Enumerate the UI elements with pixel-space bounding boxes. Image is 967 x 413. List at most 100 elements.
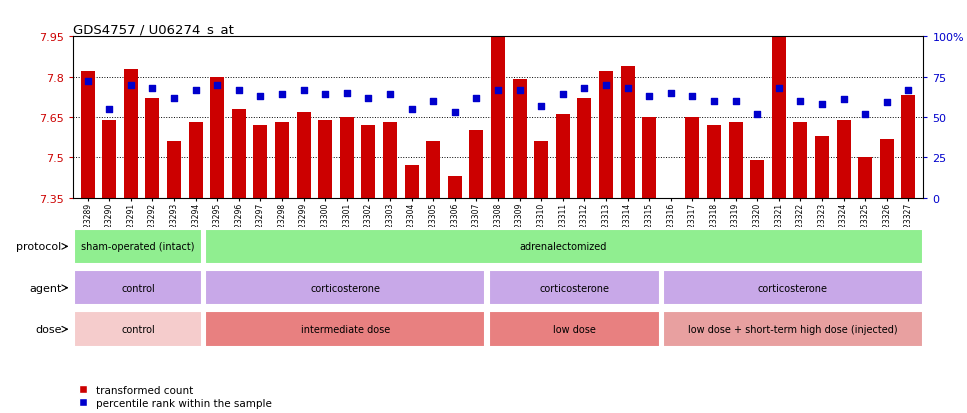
Point	[317, 92, 333, 98]
Text: corticosterone: corticosterone	[540, 283, 609, 293]
Point	[231, 87, 247, 94]
Bar	[145, 99, 160, 198]
Legend: transformed count, percentile rank within the sample: transformed count, percentile rank withi…	[77, 385, 273, 408]
Point	[555, 92, 571, 98]
Bar	[205, 312, 485, 347]
Point	[814, 102, 830, 108]
Point	[425, 98, 441, 105]
Bar	[210, 78, 224, 198]
Text: control: control	[121, 283, 155, 293]
Text: GDS4757 / U06274_s_at: GDS4757 / U06274_s_at	[73, 23, 233, 36]
Bar	[772, 37, 786, 198]
Point	[382, 92, 397, 98]
Text: intermediate dose: intermediate dose	[301, 324, 390, 335]
Bar	[404, 166, 419, 198]
Point	[80, 79, 96, 85]
Point	[252, 93, 268, 100]
Bar	[124, 69, 138, 198]
Bar	[232, 110, 246, 198]
Bar	[534, 142, 548, 198]
Bar	[728, 123, 743, 198]
Bar	[880, 139, 894, 198]
Bar	[167, 142, 181, 198]
Point	[663, 90, 679, 97]
Bar	[253, 126, 268, 198]
Bar	[189, 123, 203, 198]
Bar	[275, 123, 289, 198]
Bar	[103, 121, 116, 198]
Text: corticosterone: corticosterone	[757, 283, 828, 293]
Bar	[491, 37, 505, 198]
Text: control: control	[121, 324, 155, 335]
Point	[490, 87, 506, 94]
Point	[361, 95, 376, 102]
Point	[145, 85, 161, 92]
Point	[296, 87, 311, 94]
Point	[771, 85, 786, 92]
Point	[102, 106, 117, 113]
Point	[576, 85, 592, 92]
Bar	[663, 198, 678, 222]
Text: low dose: low dose	[553, 324, 596, 335]
Point	[123, 82, 138, 89]
Bar	[577, 99, 592, 198]
Bar	[663, 312, 923, 347]
Point	[404, 106, 420, 113]
Bar	[707, 126, 721, 198]
Text: protocol: protocol	[16, 242, 62, 252]
Point	[749, 111, 765, 118]
Bar	[489, 271, 659, 306]
Point	[599, 82, 614, 89]
Bar	[426, 142, 440, 198]
Point	[339, 90, 355, 97]
Point	[879, 100, 894, 107]
Point	[534, 103, 549, 110]
Bar	[339, 118, 354, 198]
Bar	[489, 312, 659, 347]
Point	[469, 95, 484, 102]
Point	[166, 95, 182, 102]
Text: agent: agent	[29, 283, 62, 293]
Bar	[793, 123, 807, 198]
Bar	[297, 112, 310, 198]
Bar	[80, 72, 95, 198]
Point	[447, 109, 462, 116]
Bar	[642, 118, 657, 198]
Point	[275, 92, 290, 98]
Point	[900, 87, 916, 94]
Bar	[621, 67, 634, 198]
Bar	[205, 271, 485, 306]
Bar	[815, 136, 829, 198]
Point	[188, 87, 203, 94]
Bar	[513, 80, 527, 198]
Bar	[836, 121, 851, 198]
Text: corticosterone: corticosterone	[310, 283, 380, 293]
Bar	[599, 72, 613, 198]
Text: low dose + short-term high dose (injected): low dose + short-term high dose (injecte…	[688, 324, 897, 335]
Bar	[858, 158, 872, 198]
Bar	[469, 131, 484, 198]
Bar	[556, 115, 570, 198]
Text: dose: dose	[35, 324, 62, 335]
Point	[858, 111, 873, 118]
Point	[210, 82, 225, 89]
Bar	[901, 96, 916, 198]
Bar	[74, 271, 202, 306]
Bar	[448, 177, 462, 198]
Bar	[362, 126, 375, 198]
Text: adrenalectomized: adrenalectomized	[520, 242, 607, 252]
Bar	[383, 123, 397, 198]
Bar	[663, 271, 923, 306]
Point	[641, 93, 657, 100]
Bar	[205, 229, 923, 264]
Bar	[74, 312, 202, 347]
Point	[685, 93, 700, 100]
Point	[835, 97, 851, 103]
Bar	[750, 161, 764, 198]
Text: sham-operated (intact): sham-operated (intact)	[81, 242, 194, 252]
Point	[728, 98, 744, 105]
Point	[512, 87, 527, 94]
Bar	[318, 121, 333, 198]
Bar	[686, 118, 699, 198]
Bar	[74, 229, 202, 264]
